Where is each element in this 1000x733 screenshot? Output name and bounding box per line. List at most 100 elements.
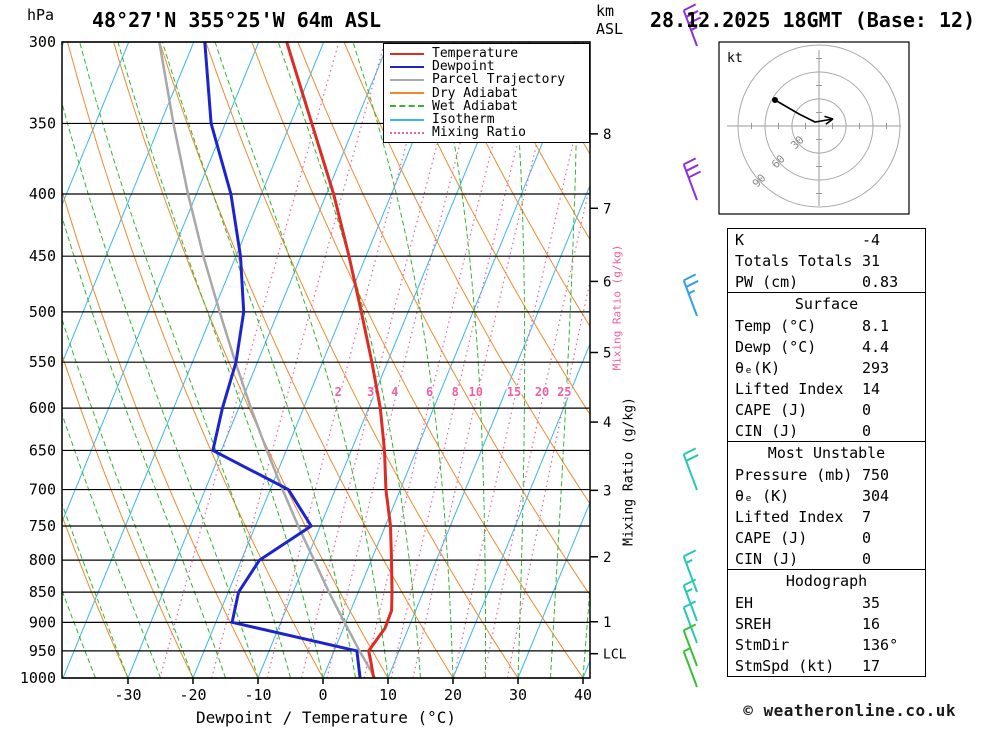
table-row-label: CIN (J) bbox=[735, 421, 799, 440]
table-row-label: StmSpd (kt) bbox=[735, 656, 835, 675]
pressure-tick-label: 900 bbox=[29, 613, 56, 631]
hodograph-frame bbox=[718, 41, 910, 215]
table-row-value: 17 bbox=[862, 656, 881, 675]
mixing-ratio-value-label: 4 bbox=[391, 385, 398, 399]
table-row-value: 293 bbox=[862, 358, 890, 377]
pressure-tick-label: 450 bbox=[29, 247, 56, 265]
table-row: Totals Totals 31 bbox=[728, 250, 925, 271]
pressure-tick-label: 300 bbox=[29, 33, 56, 51]
table-row-value: 0 bbox=[862, 528, 872, 547]
legend-swatch bbox=[390, 65, 424, 68]
table-row: θₑ (K) 304 bbox=[728, 485, 925, 506]
table-row-value: 14 bbox=[862, 379, 881, 398]
table-row: CIN (J) 0 bbox=[728, 548, 925, 569]
temperature-tick-label: 10 bbox=[379, 686, 397, 704]
table-row: CAPE (J) 0 bbox=[728, 399, 925, 420]
table-row-value: 0.83 bbox=[862, 272, 899, 291]
height-tick-label: 3 bbox=[603, 483, 611, 499]
height-tick-label: 4 bbox=[603, 415, 611, 431]
temperature-tick-label: 0 bbox=[318, 686, 327, 704]
height-tick-label: 2 bbox=[603, 550, 611, 566]
isotherm-lines bbox=[62, 42, 590, 678]
table-row: CIN (J) 0 bbox=[728, 420, 925, 441]
table-section-header: Most Unstable bbox=[728, 441, 925, 464]
pressure-tick-label: 650 bbox=[29, 441, 56, 459]
mixing-ratio-value-label: 10 bbox=[469, 385, 483, 399]
hodograph-ring bbox=[764, 71, 874, 181]
pressure-axis-unit: hPa bbox=[27, 6, 55, 24]
temperature-tick-label: 40 bbox=[574, 686, 592, 704]
height-tick-label: 1 bbox=[603, 615, 611, 631]
table-row-value: 31 bbox=[862, 251, 881, 270]
table-row-value: 7 bbox=[862, 507, 872, 526]
wind-barb bbox=[682, 157, 702, 201]
pressure-tick-label: 1000 bbox=[20, 669, 56, 687]
wind-barbs bbox=[682, 3, 702, 688]
pressure-tick-label: 400 bbox=[29, 185, 56, 203]
dewpoint-line bbox=[203, 42, 362, 678]
legend-swatch bbox=[390, 131, 424, 134]
plot-border bbox=[61, 41, 591, 679]
legend-label: Temperature bbox=[432, 46, 519, 62]
copyright: © weatheronline.co.uk bbox=[743, 701, 956, 720]
legend-label: Dewpoint bbox=[432, 59, 495, 75]
table-row-label: EH bbox=[735, 593, 754, 612]
legend-swatch bbox=[390, 92, 424, 95]
legend-item: Isotherm bbox=[390, 112, 583, 128]
table-row-label: K bbox=[735, 230, 745, 249]
mixing-ratio-value-labels: 2 3 4 6 8 10 15 20 25 bbox=[333, 384, 573, 401]
table-row: K -4 bbox=[728, 229, 925, 250]
table-row: Pressure (mb) 750 bbox=[728, 464, 925, 485]
table-row-value: 0 bbox=[862, 549, 872, 568]
legend-label: Isotherm bbox=[432, 112, 495, 128]
pressure-tick-label: 550 bbox=[29, 353, 56, 371]
table-row-value: 35 bbox=[862, 593, 881, 612]
hodograph-ring bbox=[737, 44, 901, 208]
table-row-value: 16 bbox=[862, 614, 881, 633]
temperature-line bbox=[285, 42, 394, 678]
legend-label: Parcel Trajectory bbox=[432, 72, 566, 88]
legend-swatch bbox=[390, 52, 424, 55]
legend: Temperature Dewpoint Parcel Trajectory Dry … bbox=[383, 43, 590, 144]
table-row: CAPE (J) 0 bbox=[728, 527, 925, 548]
table-row: StmSpd (kt) 17 bbox=[728, 655, 925, 676]
table-row-label: CAPE (J) bbox=[735, 400, 808, 419]
wind-barb bbox=[682, 623, 698, 667]
pressure-tick-label: 600 bbox=[29, 399, 56, 417]
lcl-label: LCL bbox=[603, 648, 627, 663]
table-row-label: Temp (°C) bbox=[735, 316, 817, 335]
table-row-label: θₑ (K) bbox=[735, 486, 790, 505]
hodograph-unit-label: kt bbox=[727, 51, 743, 66]
table-row: PW (cm) 0.83 bbox=[728, 271, 925, 292]
wind-barb bbox=[682, 647, 698, 688]
table-row: Lifted Index 14 bbox=[728, 378, 925, 399]
mixing-ratio-value-label: 8 bbox=[452, 385, 459, 399]
table-row: SREH 16 bbox=[728, 613, 925, 634]
height-tick-label: 8 bbox=[603, 127, 611, 143]
pressure-tick-label: 700 bbox=[29, 481, 56, 499]
hodograph-trace-arrowhead bbox=[824, 115, 834, 125]
table-row-value: 0 bbox=[862, 421, 872, 440]
datetime-title: 28.12.2025 18GMT (Base: 12) bbox=[650, 8, 976, 32]
height-axis-unit: km ASL bbox=[596, 2, 623, 38]
table-row-label: CAPE (J) bbox=[735, 528, 808, 547]
hodograph-trace-start-dot bbox=[772, 97, 778, 103]
wind-barb bbox=[682, 3, 702, 47]
legend-item: Dewpoint bbox=[390, 59, 583, 75]
mixing-ratio-value-label: 20 bbox=[535, 385, 549, 399]
mixing-ratio-value-label: 3 bbox=[367, 385, 374, 399]
table-row-label: Totals Totals bbox=[735, 251, 853, 270]
pressure-tick-label: 350 bbox=[29, 114, 56, 132]
table-row-value: 304 bbox=[862, 486, 890, 505]
table-row-label: Dewp (°C) bbox=[735, 337, 817, 356]
hodograph-ring bbox=[791, 98, 847, 154]
table-row-value: -4 bbox=[862, 230, 881, 249]
legend-item: Parcel Trajectory bbox=[390, 72, 583, 88]
station-title: 48°27'N 355°25'W 64m ASL bbox=[92, 8, 381, 32]
mixing-ratio-axis-label-pink: Mixing Ratio (g/kg) bbox=[610, 244, 624, 371]
legend-item: Temperature bbox=[390, 46, 583, 62]
pressure-tick-label: 800 bbox=[29, 551, 56, 569]
table-row: EH 35 bbox=[728, 592, 925, 613]
